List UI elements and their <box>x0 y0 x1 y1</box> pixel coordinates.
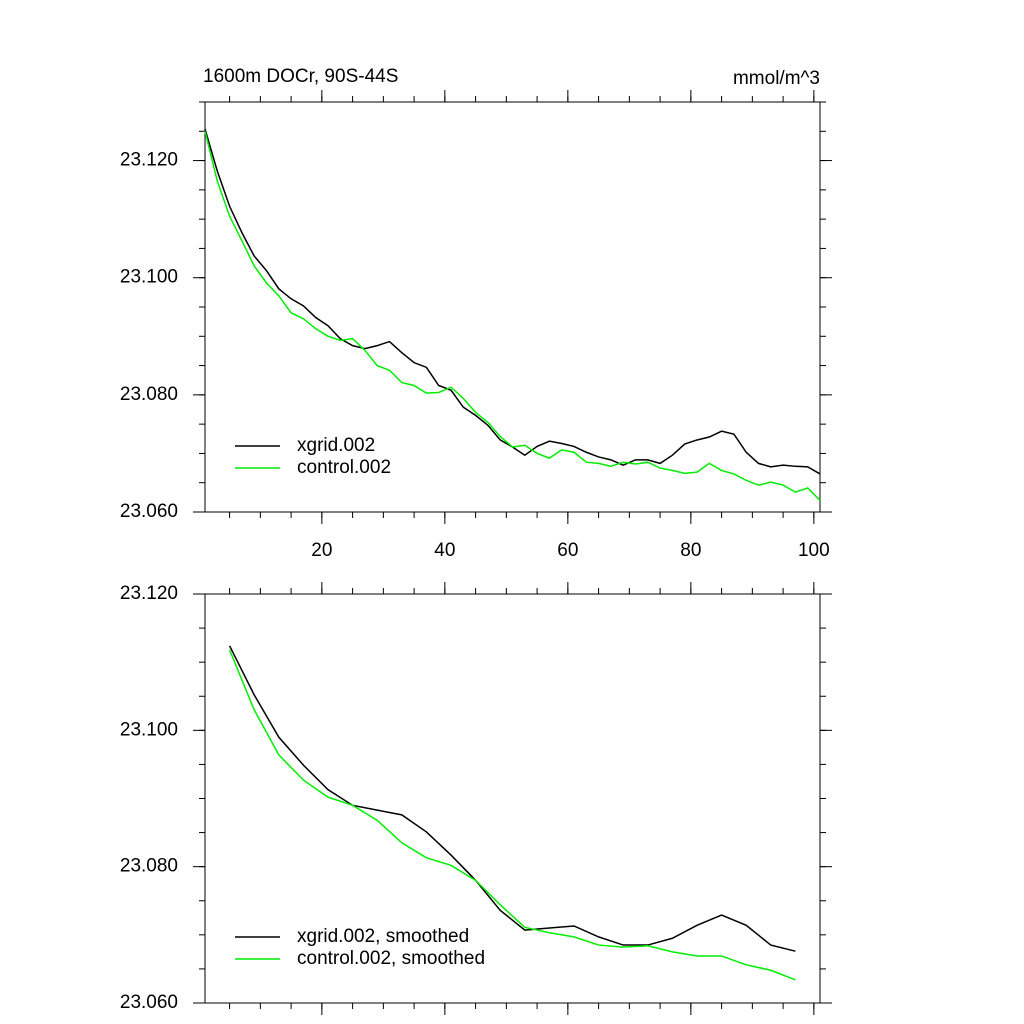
x-tick-label: 40 <box>434 540 455 561</box>
legend-label: xgrid.002, smoothed <box>297 926 469 947</box>
y-tick-label: 23.120 <box>120 583 178 604</box>
x-tick-label: 100 <box>798 540 830 561</box>
chart-title: 1600m DOCr, 90S-44S <box>203 66 398 87</box>
legend-label: xgrid.002 <box>297 435 375 456</box>
legend-label: control.002, smoothed <box>297 948 485 969</box>
y-tick-label: 23.060 <box>120 501 178 522</box>
series-line <box>228 649 796 981</box>
y-tick-label: 23.080 <box>120 856 178 877</box>
x-tick-label: 80 <box>680 540 701 561</box>
units-label: mmol/m^3 <box>733 68 820 89</box>
series-line <box>228 645 796 952</box>
y-tick-label: 23.100 <box>120 267 178 288</box>
y-tick-label: 23.100 <box>120 719 178 740</box>
legend-label: control.002 <box>297 457 391 478</box>
y-tick-label: 23.120 <box>120 150 178 171</box>
x-tick-label: 60 <box>557 540 578 561</box>
series-line <box>204 128 821 475</box>
series-line <box>204 131 821 501</box>
y-tick-label: 23.080 <box>120 384 178 405</box>
y-tick-label: 23.060 <box>120 992 178 1013</box>
x-tick-label: 20 <box>311 540 332 561</box>
